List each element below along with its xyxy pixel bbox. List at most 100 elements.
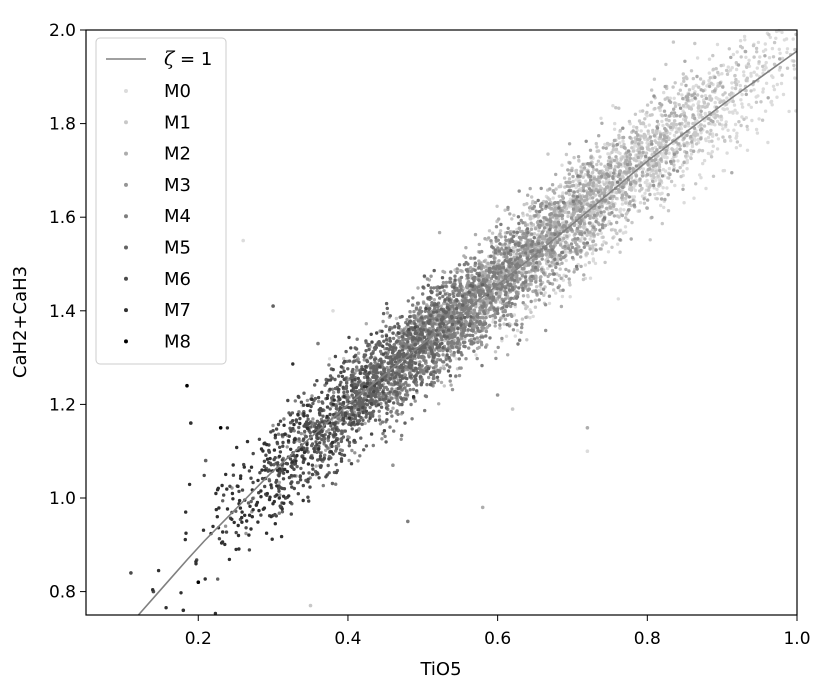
scatter-point	[639, 129, 643, 133]
scatter-point	[745, 127, 750, 132]
scatter-point	[731, 99, 735, 104]
scatter-point	[624, 201, 628, 205]
scatter-point	[606, 250, 611, 254]
scatter-point	[497, 295, 502, 299]
scatter-point	[653, 106, 657, 111]
scatter-point	[706, 151, 710, 156]
scatter-point	[718, 81, 722, 85]
scatter-point	[697, 85, 701, 89]
scatter-point	[546, 152, 550, 156]
scatter-point	[507, 300, 511, 305]
scatter-point	[678, 106, 683, 110]
scatter-point	[488, 301, 493, 305]
scatter-point	[518, 229, 522, 234]
scatter-point	[627, 201, 632, 206]
scatter-point	[510, 314, 514, 318]
scatter-point	[761, 49, 766, 53]
scatter-point	[586, 213, 590, 218]
scatter-point	[542, 226, 547, 230]
scatter-point	[641, 167, 646, 171]
scatter-point	[624, 212, 628, 216]
scatter-point	[544, 204, 548, 208]
scatter-point	[416, 319, 420, 323]
scatter-point	[639, 134, 643, 138]
scatter-point	[672, 159, 676, 163]
scatter-point	[487, 266, 492, 271]
scatter-point	[529, 299, 533, 304]
scatter-point	[628, 162, 633, 166]
scatter-point	[567, 177, 572, 181]
scatter-point	[521, 294, 526, 298]
scatter-point	[498, 290, 502, 294]
scatter-point	[565, 250, 569, 254]
scatter-point	[610, 182, 615, 187]
scatter-point	[533, 305, 538, 309]
scatter-point	[667, 176, 671, 180]
scatter-point	[586, 170, 590, 174]
scatter-point	[560, 261, 564, 265]
scatter-point	[652, 175, 656, 180]
scatter-point	[466, 273, 470, 277]
scatter-point	[684, 154, 688, 158]
scatter-point	[709, 81, 713, 86]
scatter-point	[567, 269, 571, 273]
scatter-point	[624, 196, 628, 201]
scatter-point	[561, 255, 566, 260]
scatter-point	[395, 419, 399, 423]
scatter-point	[559, 184, 563, 189]
scatter-point	[554, 265, 558, 270]
scatter-point	[764, 60, 768, 65]
scatter-point	[548, 197, 552, 202]
scatter-point	[310, 394, 314, 398]
scatter-point	[646, 132, 651, 136]
scatter-point	[612, 127, 617, 131]
scatter-point	[655, 197, 659, 201]
scatter-point	[740, 102, 744, 106]
scatter-point	[603, 142, 607, 147]
scatter-point	[662, 109, 667, 113]
scatter-point	[486, 261, 490, 265]
scatter-point	[429, 342, 434, 346]
scatter-point	[558, 288, 563, 293]
scatter-point	[511, 288, 515, 292]
scatter-point	[766, 96, 770, 100]
scatter-point	[682, 79, 686, 83]
scatter-point	[663, 113, 668, 118]
scatter-point	[658, 171, 662, 175]
scatter-point	[494, 291, 498, 295]
scatter-point	[493, 251, 498, 255]
scatter-point	[627, 195, 632, 199]
scatter-point	[564, 274, 568, 278]
scatter-point	[725, 72, 730, 77]
scatter-point	[596, 159, 601, 163]
scatter-point	[574, 178, 578, 182]
scatter-point	[577, 245, 581, 249]
scatter-point	[681, 187, 685, 191]
scatter-point	[578, 195, 583, 199]
scatter-point	[634, 174, 638, 178]
scatter-point	[632, 203, 636, 207]
scatter-point	[785, 66, 790, 70]
scatter-point	[756, 94, 760, 98]
scatter-point	[791, 37, 795, 41]
scatter-point	[684, 83, 688, 88]
scatter-point	[651, 183, 656, 188]
scatter-point	[550, 248, 554, 252]
scatter-point	[711, 174, 716, 178]
scatter-points	[129, 29, 798, 616]
scatter-point	[563, 240, 568, 244]
scatter-point	[699, 176, 703, 180]
scatter-point	[579, 248, 583, 253]
scatter-point	[588, 148, 593, 152]
scatter-point	[548, 281, 552, 286]
scatter-point	[456, 331, 460, 335]
scatter-point	[475, 356, 479, 361]
scatter-point	[563, 244, 567, 248]
scatter-point	[668, 172, 672, 177]
scatter-point	[660, 174, 665, 178]
scatter-point	[671, 40, 676, 44]
scatter-point	[588, 174, 593, 179]
scatter-point	[793, 76, 797, 80]
scatter-point	[441, 294, 445, 299]
scatter-point	[449, 305, 454, 309]
